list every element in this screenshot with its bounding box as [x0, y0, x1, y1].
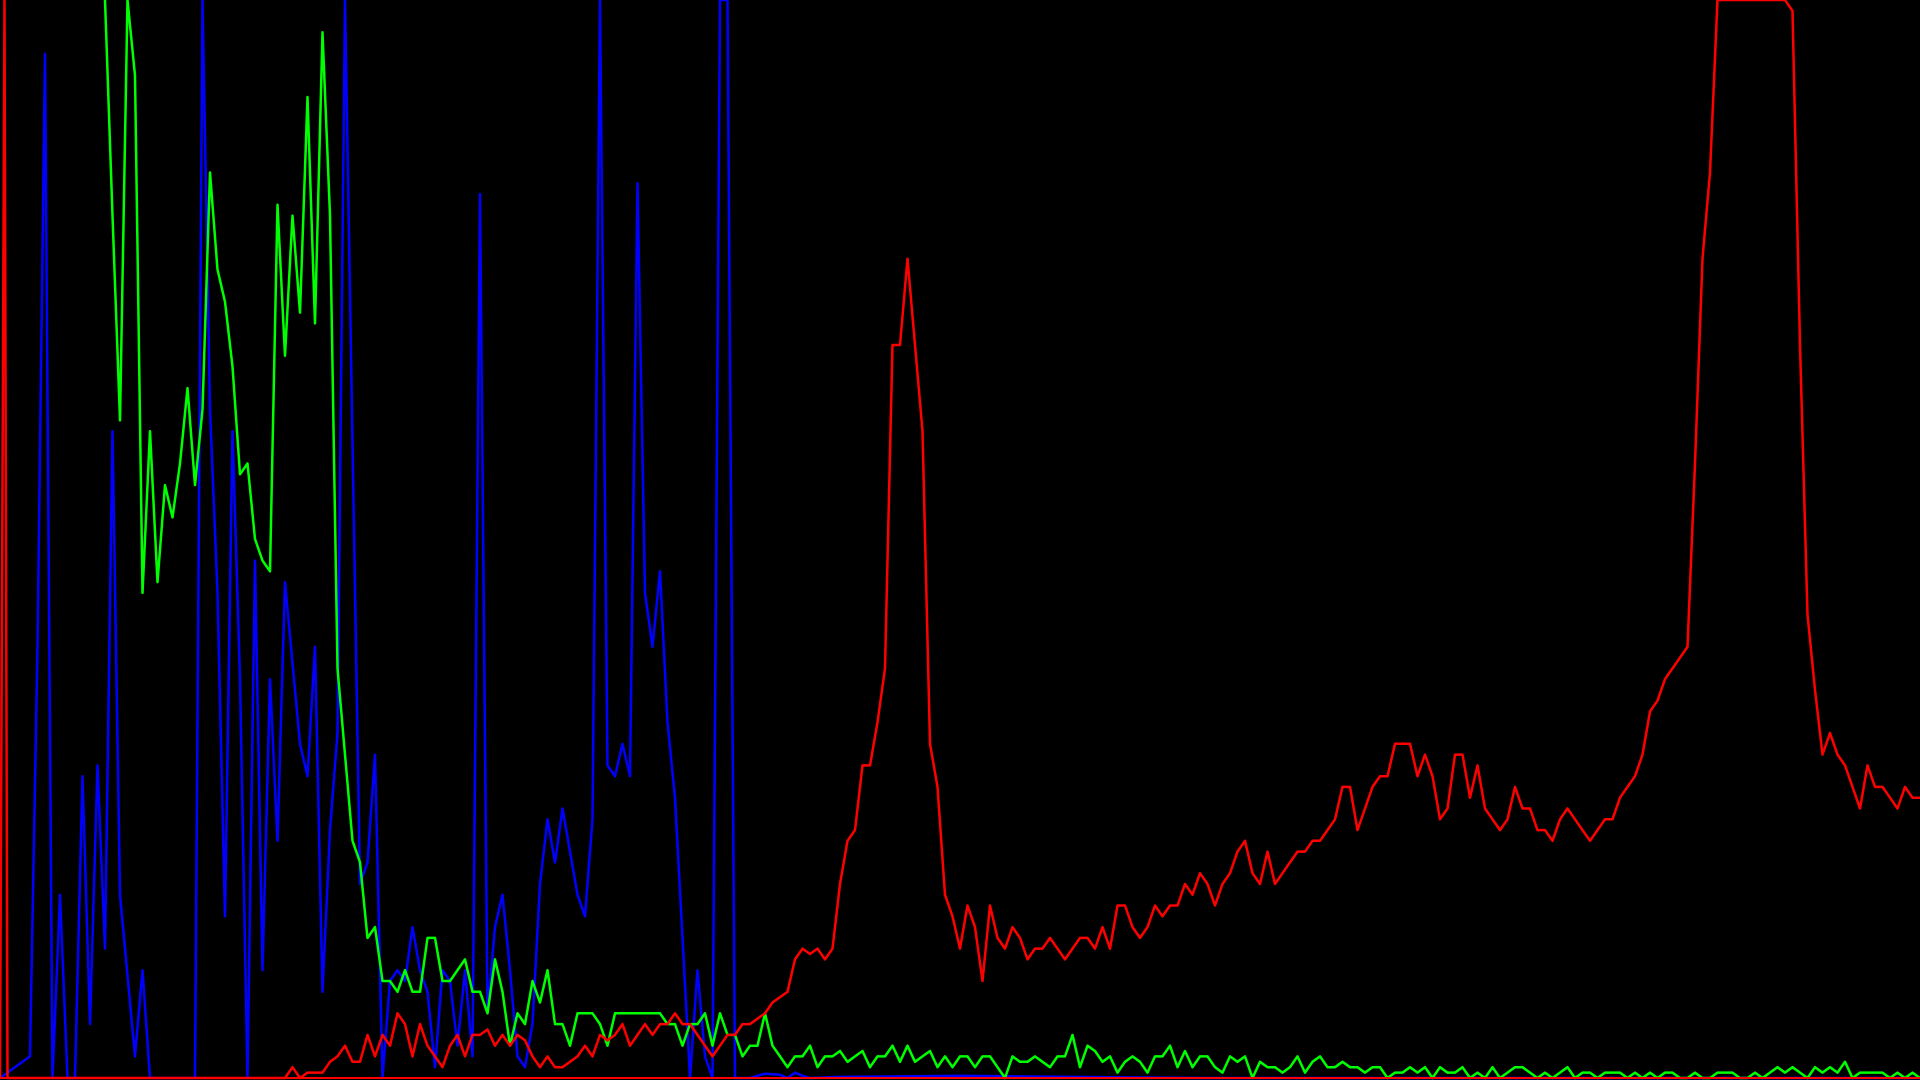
green-series-line: [103, 0, 1920, 1080]
